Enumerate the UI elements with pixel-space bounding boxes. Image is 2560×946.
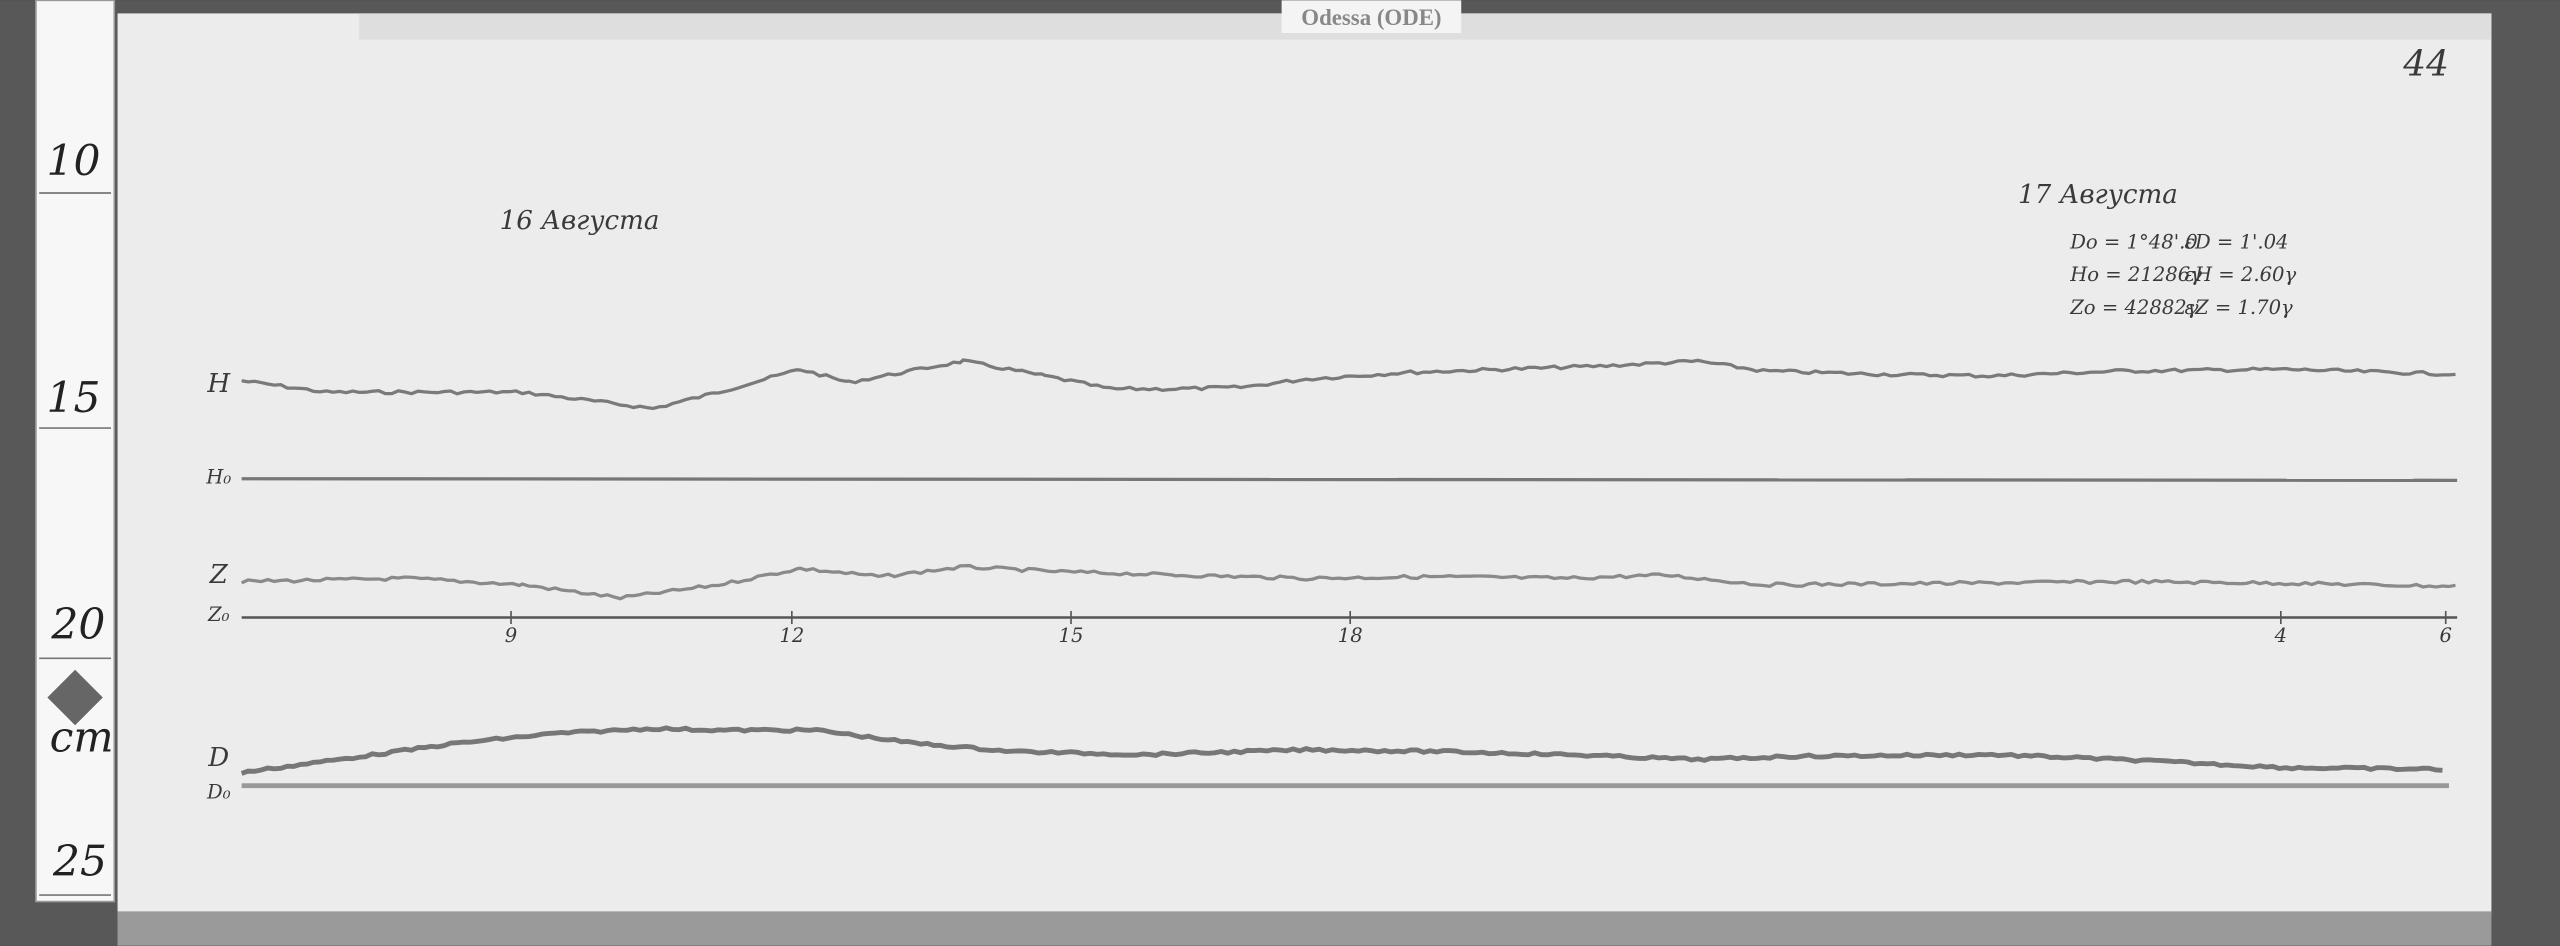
ruler-label: 20 (50, 601, 105, 650)
traces (240, 358, 2458, 789)
ruler-label: 10 (46, 137, 100, 186)
hour-label: 18 (1338, 624, 1363, 647)
trace-label: D (207, 743, 229, 773)
ruler-lines (39, 192, 112, 896)
ruler (35, 0, 116, 903)
h-trace (241, 358, 2456, 411)
date-right: 17 Августа (2018, 180, 2178, 210)
trace-labels: H H₀ Z Z₀ D D₀ (205, 369, 231, 804)
baseline-value: εZ = 1.70γ (2184, 296, 2293, 319)
sheet-bottom-edge (117, 911, 2492, 946)
baseline-value: εD = 1'.04 (2184, 231, 2288, 254)
ruler-label: cm (50, 713, 114, 762)
hour-label: 9 (505, 624, 517, 647)
baseline-value: Ho = 21286γ (2069, 263, 2202, 286)
header-tag: Odessa (ODE) (1301, 5, 1441, 30)
trace-label: D₀ (206, 781, 231, 804)
h0-baseline (241, 477, 2458, 482)
magnetogram-sheet (117, 13, 2492, 918)
ruler-label: 25 (52, 837, 107, 886)
trace-label: Z₀ (207, 603, 230, 626)
date-left: 16 Августа (500, 206, 660, 236)
z-trace (240, 563, 2456, 601)
baseline-value: εH = 2.60γ (2184, 263, 2296, 286)
hour-label: 15 (1059, 624, 1084, 647)
hour-label: 4 (2274, 624, 2287, 647)
hour-label: 12 (779, 624, 804, 647)
trace-label: H (206, 369, 231, 399)
hour-label: 6 (2439, 624, 2451, 647)
header-tag-box (1281, 0, 1462, 33)
hour-labels: 9 12 15 18 4 6 (505, 610, 2452, 647)
ruler-label: 15 (46, 374, 100, 423)
trace-label: H₀ (205, 466, 231, 489)
d-trace (240, 725, 2443, 776)
baseline-value: Do = 1°48'.0 (2069, 231, 2198, 254)
trace-label: Z (209, 560, 229, 590)
baseline-value: Zo = 42882γ (2069, 296, 2199, 319)
page-number: 44 (2402, 43, 2449, 84)
